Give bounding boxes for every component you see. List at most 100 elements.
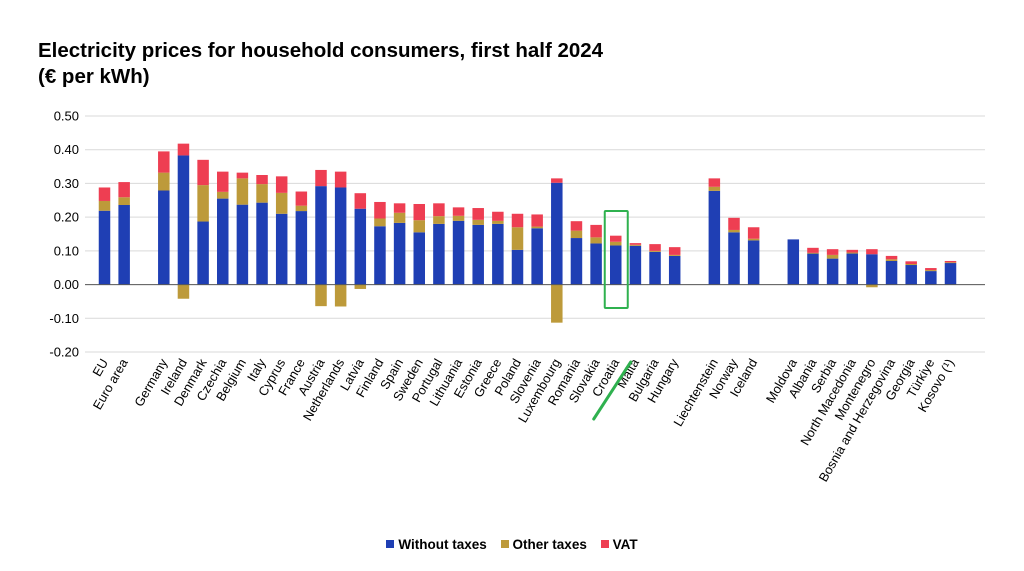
y-tick-label: 0.10 — [54, 243, 79, 258]
bar-without-taxes-albania — [807, 253, 819, 285]
bar-without-taxes-bosnia-and-herzegovina — [885, 260, 898, 285]
bar-without-taxes-cyprus — [275, 213, 288, 285]
chart-title-line-1: Electricity prices for household consume… — [38, 39, 604, 62]
bar-other-taxes-t-rkiye — [925, 270, 937, 272]
bar-vat-latvia — [354, 193, 367, 209]
bar-vat-portugal — [433, 203, 445, 217]
bar-other-taxes-belgium — [236, 178, 249, 205]
y-tick-label: 0.00 — [54, 277, 79, 292]
bar-without-taxes-serbia — [826, 258, 839, 285]
bar-other-taxes-finland — [374, 218, 386, 227]
bar-vat-czechia — [217, 171, 229, 192]
bar-without-taxes-austria — [315, 186, 327, 285]
bar-vat-france — [295, 191, 308, 206]
bar-vat-estonia — [472, 208, 484, 220]
bar-vat-greece — [492, 211, 504, 221]
bar-without-taxes-lithuania — [452, 220, 465, 285]
bar-without-taxes-denmark — [197, 221, 209, 285]
bar-other-taxes-spain — [393, 212, 406, 223]
bar-vat-finland — [374, 201, 386, 219]
bar-vat-malta — [629, 243, 642, 245]
bar-other-taxes-france — [295, 205, 308, 212]
bar-without-taxes-luxembourg — [551, 182, 563, 285]
bar-without-taxes-bulgaria — [649, 251, 661, 285]
legend-item-other-taxes: Other taxes — [500, 536, 587, 552]
bar-vat-italy — [256, 175, 268, 185]
bar-vat-sweden — [413, 203, 425, 221]
bar-other-taxes-ireland — [177, 284, 190, 299]
legend-swatch-vat — [600, 540, 609, 548]
bar-vat-romania — [570, 221, 583, 231]
bar-other-taxes-greece — [492, 220, 504, 224]
bar-without-taxes-poland — [511, 249, 524, 285]
stacked-bar-chart: 0.500.400.300.200.100.00-0.10-0.20EUEuro… — [49, 109, 985, 484]
bar-vat-serbia — [826, 249, 839, 255]
bar-without-taxes-estonia — [472, 224, 484, 285]
chart-legend: Without taxes Other taxes VAT — [0, 536, 1024, 552]
bar-vat-t-rkiye — [925, 268, 937, 271]
croatia-highlight-box — [603, 210, 629, 309]
bar-other-taxes-albania — [807, 252, 819, 254]
bar-vat-denmark — [197, 159, 209, 186]
bar-without-taxes-t-rkiye — [925, 271, 937, 285]
bar-other-taxes-poland — [511, 227, 524, 250]
legend-item-vat: VAT — [600, 536, 638, 552]
bar-vat-croatia — [610, 235, 622, 242]
bar-without-taxes-kosovo — [944, 262, 957, 285]
bar-vat-belgium — [236, 172, 249, 179]
bar-without-taxes-netherlands — [334, 187, 347, 285]
bar-without-taxes-latvia — [354, 208, 367, 285]
bar-without-taxes-euro-area — [118, 205, 130, 285]
bar-vat-liechtenstein — [708, 178, 721, 187]
bar-vat-montenegro — [866, 249, 878, 255]
bar-other-taxes-luxembourg — [551, 284, 563, 323]
bar-vat-germany — [158, 151, 170, 173]
bar-other-taxes-latvia — [354, 284, 367, 289]
bar-other-taxes-germany — [158, 172, 170, 191]
bar-other-taxes-netherlands — [334, 284, 347, 307]
legend-label-vat: VAT — [612, 536, 638, 552]
legend-swatch-other-taxes — [500, 540, 509, 548]
bar-vat-bosnia-and-herzegovina — [885, 255, 898, 260]
bar-other-taxes-liechtenstein — [708, 186, 721, 191]
bar-other-taxes-sweden — [413, 220, 425, 233]
bar-other-taxes-malta — [629, 244, 642, 246]
legend-label-other-taxes: Other taxes — [512, 536, 587, 552]
y-tick-label: 0.30 — [54, 176, 79, 191]
bar-without-taxes-romania — [570, 238, 583, 285]
bar-other-taxes-hungary — [668, 254, 681, 256]
bar-without-taxes-slovenia — [531, 228, 543, 285]
bar-other-taxes-lithuania — [452, 215, 465, 221]
bar-other-taxes-croatia — [610, 241, 622, 246]
bar-vat-slovakia — [590, 224, 602, 238]
y-tick-label: 0.40 — [54, 142, 79, 157]
bar-other-taxes-kosovo — [944, 262, 957, 264]
bar-other-taxes-estonia — [472, 219, 484, 225]
bar-other-taxes-denmark — [197, 185, 209, 222]
bar-without-taxes-iceland — [747, 240, 760, 285]
bar-other-taxes-slovenia — [531, 226, 543, 229]
bar-vat-austria — [315, 169, 327, 187]
bar-vat-norway — [728, 217, 740, 230]
bar-without-taxes-north-macedonia — [846, 253, 858, 285]
bar-without-taxes-georgia — [905, 265, 917, 285]
bar-vat-euro-area — [118, 182, 130, 198]
bar-without-taxes-malta — [629, 245, 642, 285]
bar-vat-lithuania — [452, 207, 465, 216]
bar-other-taxes-georgia — [905, 264, 917, 266]
bar-vat-poland — [511, 213, 524, 228]
croatia-strikethrough-line — [592, 360, 633, 421]
bar-other-taxes-slovakia — [590, 237, 602, 244]
bar-without-taxes-slovakia — [590, 243, 602, 285]
bar-without-taxes-france — [295, 211, 308, 285]
bar-vat-iceland — [747, 227, 760, 239]
bar-vat-slovenia — [531, 214, 543, 227]
bar-other-taxes-norway — [728, 229, 740, 233]
y-tick-label: 0.20 — [54, 210, 79, 225]
bar-other-taxes-iceland — [747, 238, 760, 241]
bar-other-taxes-serbia — [826, 254, 839, 259]
bar-vat-georgia — [905, 261, 917, 265]
bar-vat-kosovo — [944, 260, 957, 263]
bar-vat-eu — [98, 187, 111, 201]
bar-without-taxes-norway — [728, 232, 740, 285]
